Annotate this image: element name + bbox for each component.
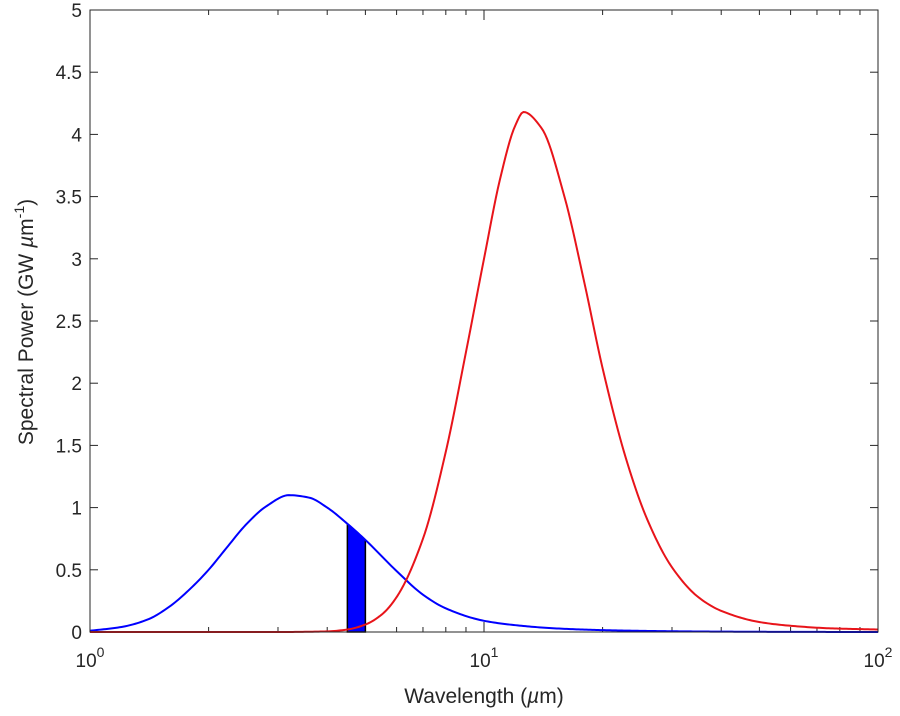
- x-tick-label: 102: [864, 644, 893, 672]
- y-tick-label: 3: [71, 250, 82, 271]
- blue-curve-line: [89, 494, 878, 633]
- y-tick-label: 4.5: [56, 63, 82, 84]
- axes-box: [89, 9, 879, 633]
- band-area: [346, 522, 367, 633]
- x-axis-label: Wavelength (µm): [404, 685, 564, 708]
- y-tick-marks: [90, 9, 878, 633]
- y-tick-label: 0: [71, 623, 82, 644]
- x-tick-labels: 100 101 102: [76, 644, 893, 672]
- x-tick-label: 101: [470, 644, 499, 672]
- y-tick-labels: 0 0.5 1 1.5 2 2.5 3 3.5 4 4.5 5: [56, 1, 83, 644]
- y-axis-label: Spectral Power (GW µm-1): [11, 199, 38, 445]
- y-tick-label: 3.5: [56, 188, 82, 209]
- wavelength-band: [346, 522, 367, 633]
- y-tick-label: 5: [71, 1, 82, 22]
- y-tick-label: 1.5: [56, 436, 82, 457]
- y-tick-label: 2.5: [56, 312, 82, 333]
- x-tick-marks: [89, 10, 879, 632]
- x-tick-label: 100: [76, 644, 105, 672]
- y-tick-label: 0.5: [56, 561, 82, 582]
- series-layer: [89, 110, 879, 633]
- y-tick-label: 4: [71, 125, 82, 146]
- y-tick-label: 1: [71, 499, 82, 520]
- y-tick-label: 2: [71, 374, 82, 395]
- red-curve-line: [90, 110, 879, 633]
